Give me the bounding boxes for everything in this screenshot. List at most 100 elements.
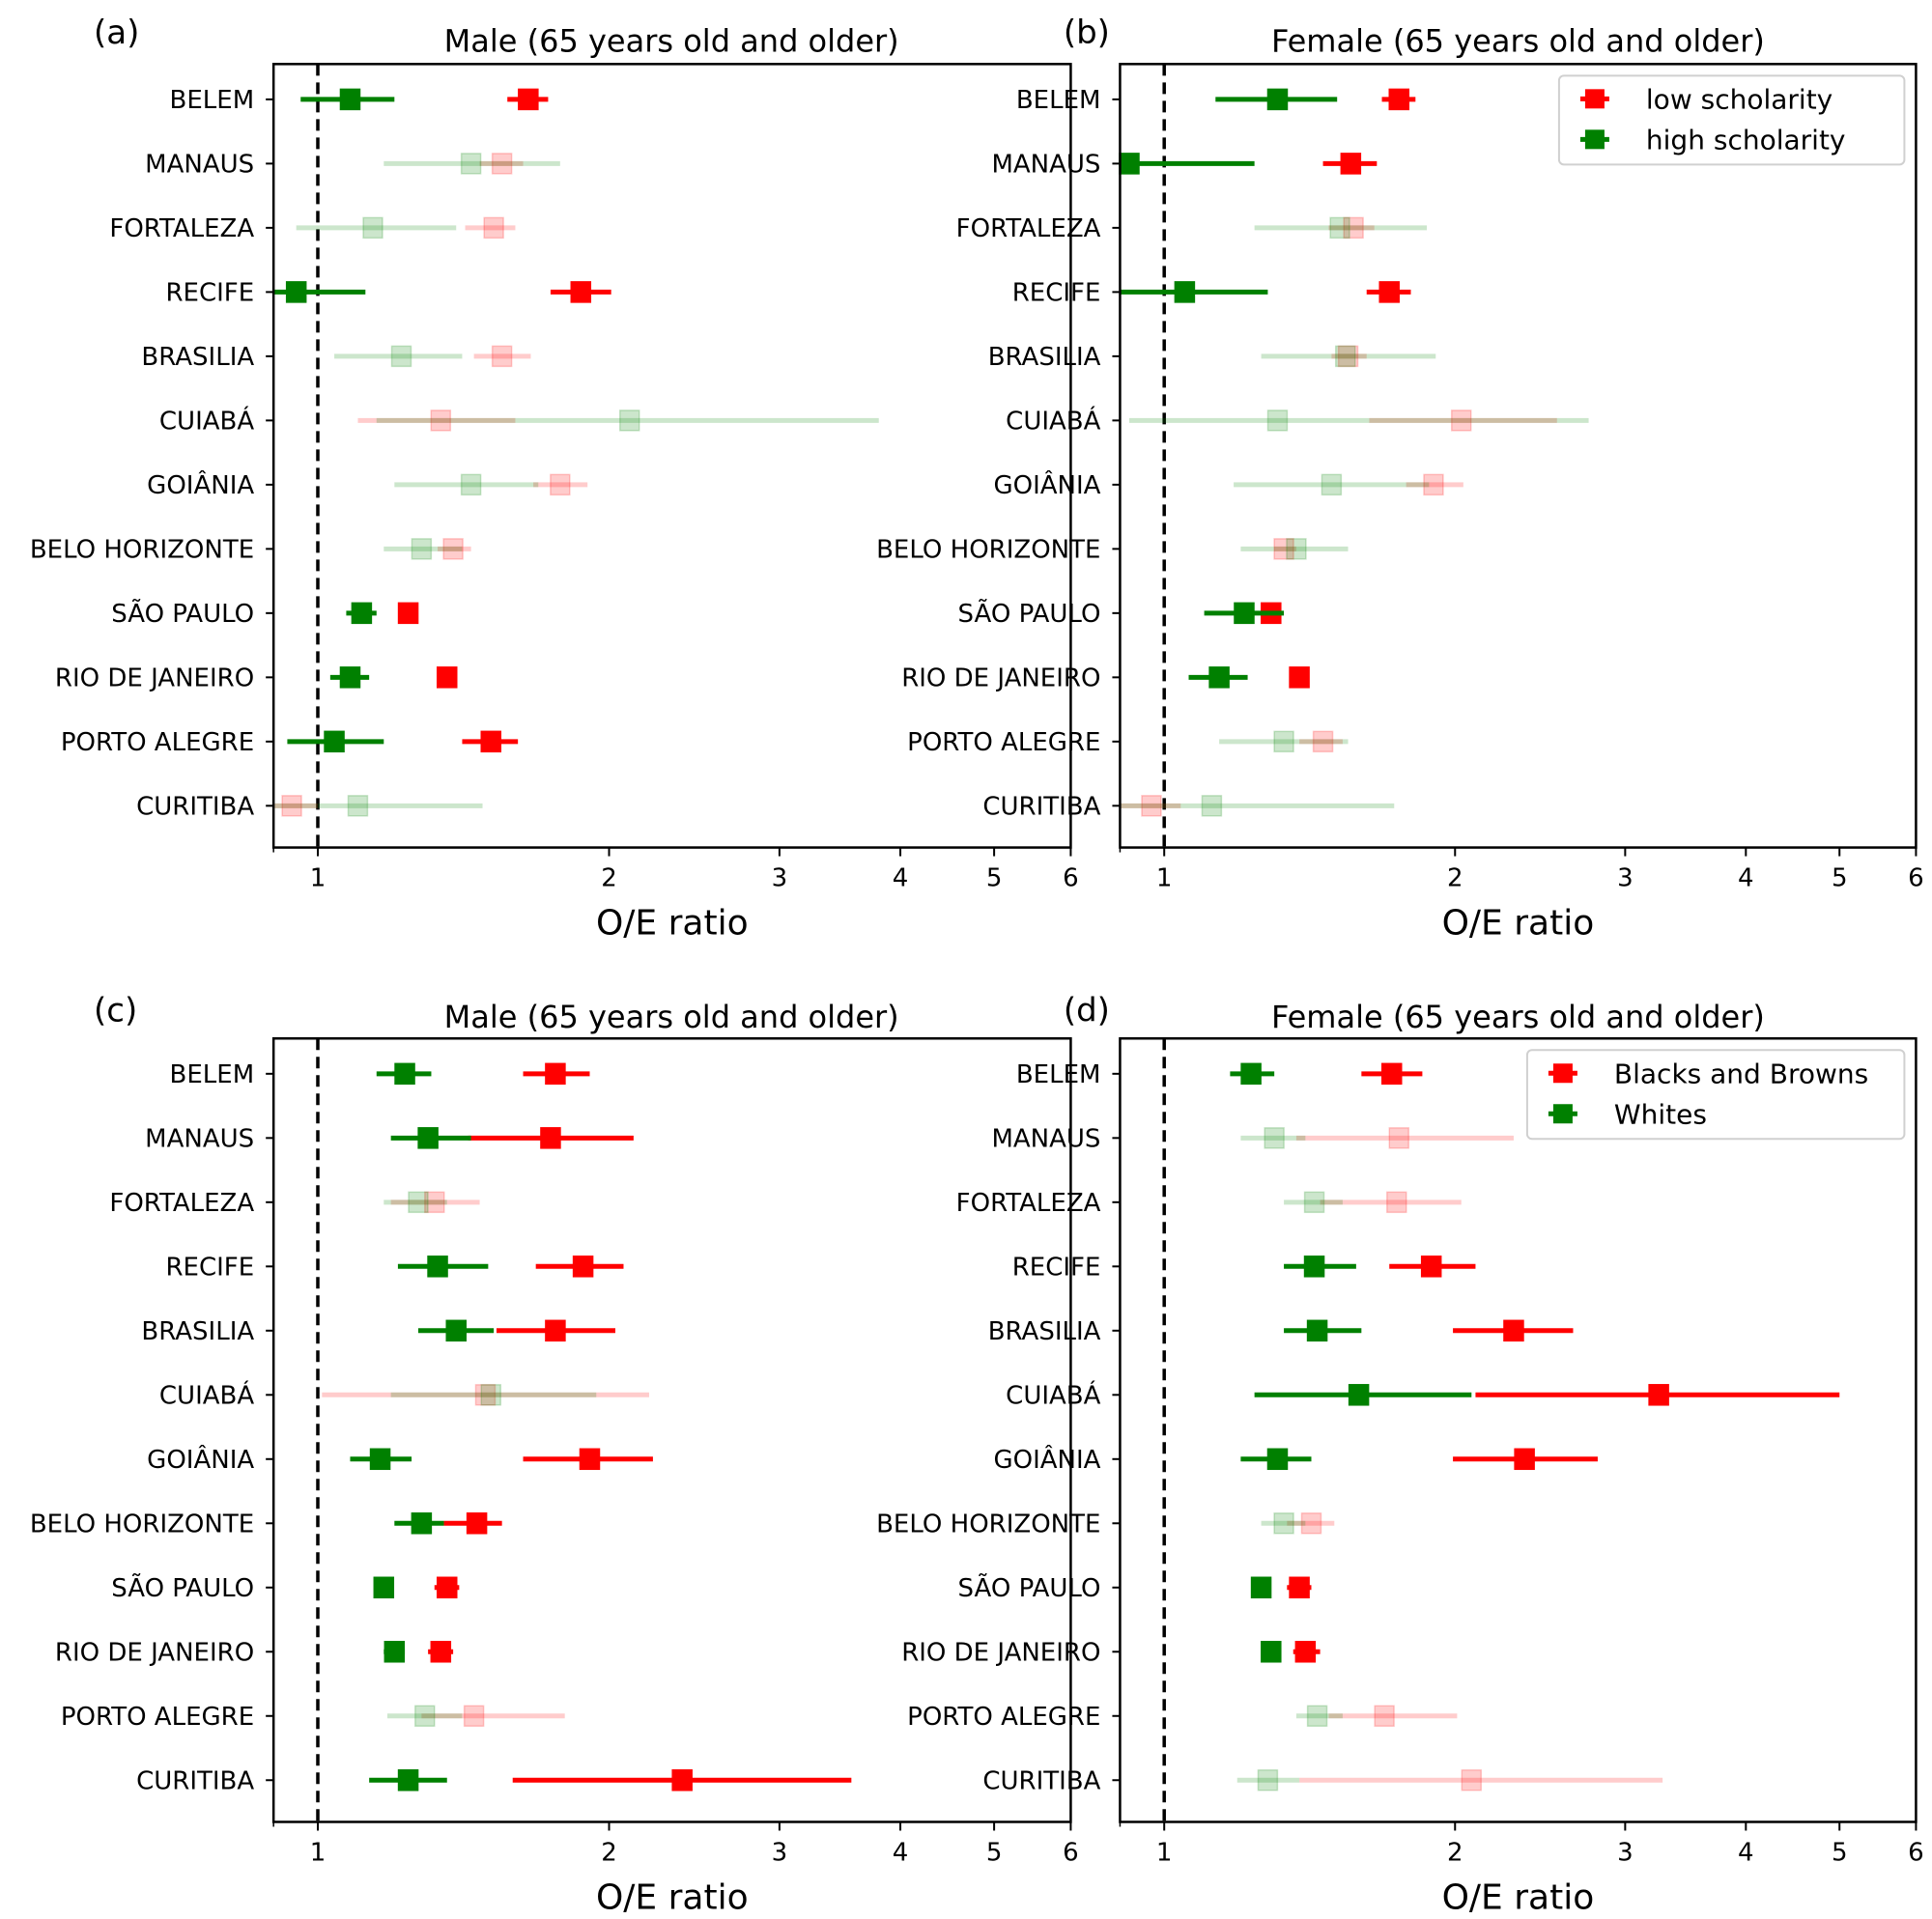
point-estimate — [1300, 1512, 1322, 1535]
x-axis-label: O/E ratio — [596, 1877, 749, 1917]
point-estimate — [384, 1641, 406, 1663]
point-estimate — [1266, 88, 1289, 111]
panel-title: Female (65 years old and older) — [1271, 999, 1765, 1035]
point-estimate — [390, 345, 412, 368]
point-estimate — [1240, 1062, 1262, 1086]
category-label: BELEM — [170, 1060, 255, 1089]
panel-b: (b) Female (65 years old and older) BELEM M… — [876, 14, 1924, 944]
point-estimate — [1321, 473, 1343, 496]
category-label: PORTO ALEGRE — [907, 728, 1100, 757]
point-estimate — [1266, 409, 1289, 432]
category-label: BELO HORIZONTE — [30, 535, 254, 564]
point-estimate — [1273, 730, 1294, 753]
category-label: BRASILIA — [141, 1317, 254, 1346]
category-label: FORTALEZA — [956, 1189, 1101, 1218]
point-estimate — [579, 1448, 601, 1471]
point-estimate — [437, 1576, 458, 1599]
point-estimate — [417, 1127, 439, 1149]
point-estimate — [1257, 1769, 1279, 1792]
category-label: BRASILIA — [988, 343, 1101, 372]
point-estimate — [369, 1448, 391, 1471]
legend-entry: Whites — [1614, 1098, 1707, 1130]
x-tick-label: 5 — [986, 1838, 1003, 1867]
category-label: BELO HORIZONTE — [876, 1510, 1100, 1538]
point-estimate — [1273, 538, 1294, 560]
point-estimate — [1648, 1384, 1669, 1406]
point-estimate — [1286, 538, 1307, 560]
point-estimate — [373, 1576, 395, 1599]
category-label: SÃO PAULO — [958, 598, 1101, 629]
category-label: MANAUS — [145, 1124, 254, 1153]
panel-letter: (b) — [1064, 14, 1110, 52]
point-estimate — [1306, 1319, 1328, 1342]
point-estimate — [480, 730, 502, 753]
point-estimate — [347, 795, 369, 817]
point-estimate — [408, 1191, 429, 1214]
point-estimate — [351, 602, 373, 625]
point-estimate — [1334, 345, 1356, 368]
point-estimate — [671, 1769, 693, 1792]
x-tick-label: 5 — [1832, 1838, 1848, 1867]
point-estimate — [1388, 1127, 1410, 1149]
point-estimate — [1386, 1191, 1407, 1214]
x-tick-label: 5 — [986, 864, 1003, 893]
legend-swatch-marker — [1584, 89, 1605, 109]
point-estimate — [1423, 473, 1444, 496]
point-estimate — [1289, 666, 1310, 689]
panel-title: Male (65 years old and older) — [444, 23, 899, 60]
x-tick-label: 2 — [601, 864, 617, 893]
point-estimate — [466, 1512, 488, 1535]
panel-letter: (a) — [94, 14, 139, 52]
point-estimate — [1374, 1705, 1395, 1728]
category-label: SÃO PAULO — [111, 598, 254, 629]
point-estimate — [339, 666, 361, 689]
point-estimate — [1174, 281, 1196, 303]
point-estimate — [1294, 1641, 1317, 1663]
category-label: CURITIBA — [136, 792, 254, 821]
point-estimate — [339, 88, 361, 111]
category-label: FORTALEZA — [956, 214, 1101, 243]
category-label: BELO HORIZONTE — [30, 1510, 254, 1538]
point-estimate — [411, 1512, 433, 1535]
category-label: RECIFE — [1012, 278, 1101, 307]
category-label: FORTALEZA — [109, 214, 254, 243]
x-tick-label: 3 — [1617, 864, 1634, 893]
point-estimate — [480, 1384, 502, 1406]
legend: low scholarity high scholarity — [1557, 74, 1906, 166]
x-tick-label: 3 — [1617, 1838, 1634, 1867]
point-estimate — [1273, 1512, 1294, 1535]
point-estimate — [460, 153, 482, 175]
category-label: RIO DE JANEIRO — [901, 1638, 1100, 1667]
category-label: RECIFE — [1012, 1253, 1101, 1282]
category-label: MANAUS — [991, 1124, 1100, 1153]
point-estimate — [1201, 795, 1223, 817]
point-estimate — [411, 538, 433, 560]
point-estimate — [1303, 1256, 1325, 1278]
legend-swatch-marker — [1584, 129, 1605, 150]
point-estimate — [1378, 281, 1400, 303]
point-estimate — [1343, 216, 1364, 240]
panel-letter: (c) — [94, 992, 137, 1030]
point-estimate — [397, 602, 419, 625]
point-estimate — [1312, 730, 1334, 753]
x-tick-label: 3 — [772, 864, 788, 893]
point-estimate — [1141, 795, 1162, 817]
x-axis-label: O/E ratio — [1442, 1877, 1595, 1917]
point-estimate — [1266, 1448, 1289, 1471]
point-estimate — [430, 409, 452, 432]
category-label: PORTO ALEGRE — [61, 728, 254, 757]
point-estimate — [474, 1384, 497, 1406]
point-estimate — [550, 473, 571, 496]
x-tick-label: 1 — [1156, 864, 1173, 893]
category-label: GOIÂNIA — [993, 469, 1100, 500]
panel-title: Male (65 years old and older) — [444, 999, 899, 1035]
point-estimate — [285, 281, 307, 303]
category-label: BELO HORIZONTE — [876, 535, 1100, 564]
x-tick-label: 1 — [310, 864, 327, 893]
point-estimate — [362, 216, 384, 240]
point-estimate — [1337, 345, 1359, 368]
point-estimate — [463, 1705, 485, 1728]
panel-c: (c) Male (65 years old and older) BELEM MAN… — [30, 992, 1079, 1918]
point-estimate — [1234, 602, 1255, 625]
point-estimate — [1450, 409, 1472, 432]
